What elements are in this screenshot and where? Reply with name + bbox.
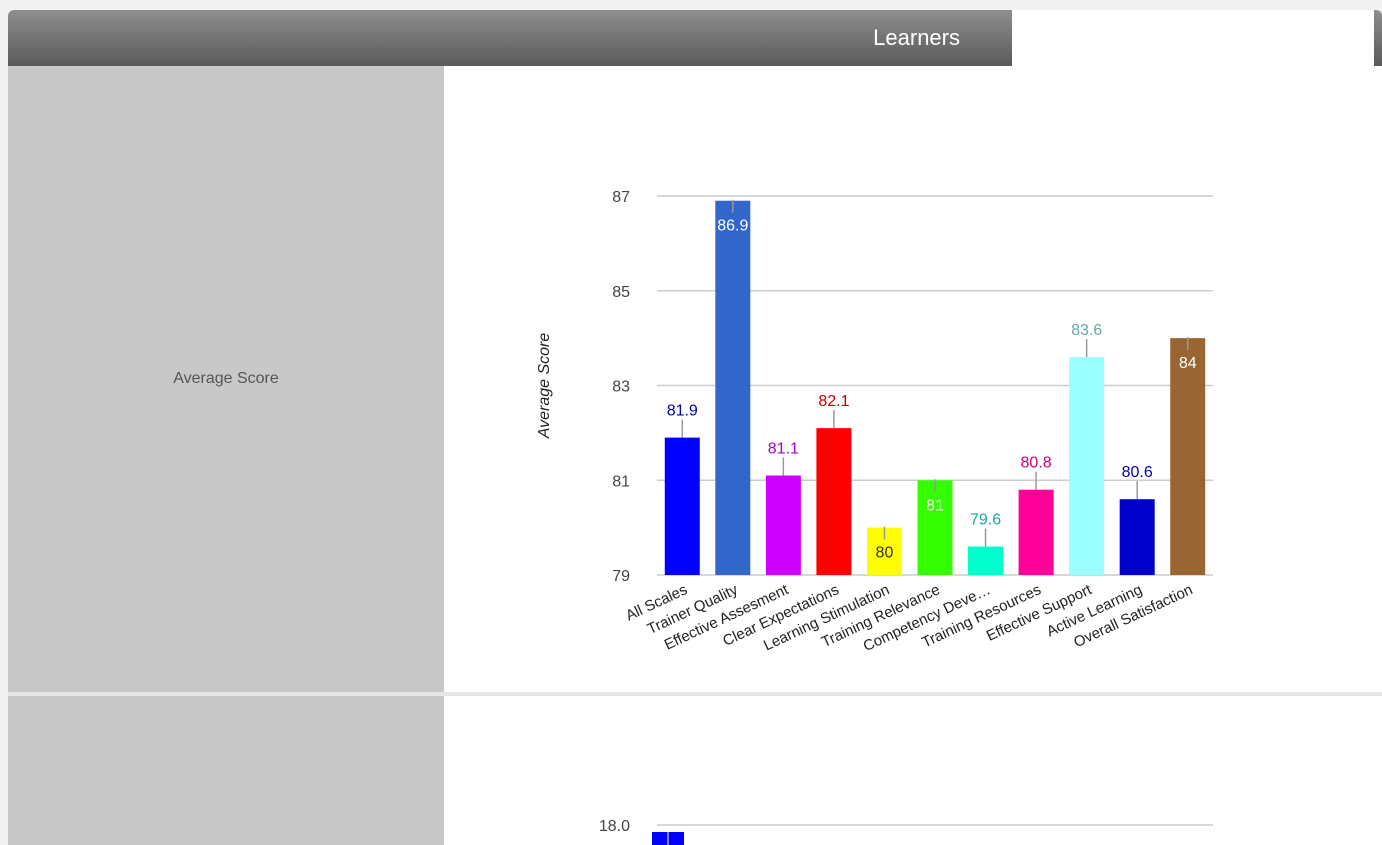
row-label-average-score: Average Score — [173, 370, 279, 387]
data-label: 81 — [926, 497, 944, 514]
header-blank-cell — [1012, 10, 1374, 66]
y-tick-label: 81 — [612, 473, 630, 490]
bar-3 — [816, 428, 852, 575]
data-label: 81.9 — [667, 403, 698, 420]
bar-6 — [968, 546, 1004, 575]
bar-0 — [664, 437, 700, 575]
y-tick-label: 87 — [612, 189, 630, 206]
y-axis-label: Average Score — [536, 333, 553, 440]
data-label: 80.8 — [1021, 455, 1052, 472]
data-label: 84 — [1179, 355, 1197, 372]
data-label: 79.6 — [970, 512, 1001, 529]
bar-1 — [715, 200, 751, 576]
row-divider — [8, 692, 1382, 696]
bar-5 — [917, 480, 953, 575]
bar-9 — [1119, 499, 1155, 575]
y-tick-label: 79 — [612, 568, 630, 585]
row-label-cell: Average Score — [8, 66, 444, 692]
data-label: 80 — [876, 545, 894, 562]
header-edge — [1374, 10, 1382, 66]
row-label-cell-2 — [8, 696, 444, 845]
data-label: 83.6 — [1071, 322, 1102, 339]
bar-10 — [1170, 338, 1206, 575]
data-label: 86.9 — [717, 218, 748, 235]
data-label: 80.6 — [1122, 464, 1153, 481]
second-bar-chart: 18.0 — [599, 818, 1213, 845]
column-header-learners: Learners — [444, 10, 1012, 66]
y-tick-label: 83 — [612, 379, 630, 396]
column-header-label: Learners — [873, 25, 960, 50]
y-tick-label: 18.0 — [599, 818, 630, 835]
bar-8 — [1069, 357, 1105, 575]
page-frame: Learners Average Score 79 81 83 85 87 Average… — [8, 10, 1382, 845]
data-label: 82.1 — [818, 393, 849, 410]
bar-2 — [765, 475, 801, 575]
data-label: 81.1 — [768, 441, 799, 458]
y-tick-label: 85 — [612, 284, 630, 301]
bar-7 — [1018, 489, 1054, 575]
header-left-cell — [8, 10, 445, 66]
